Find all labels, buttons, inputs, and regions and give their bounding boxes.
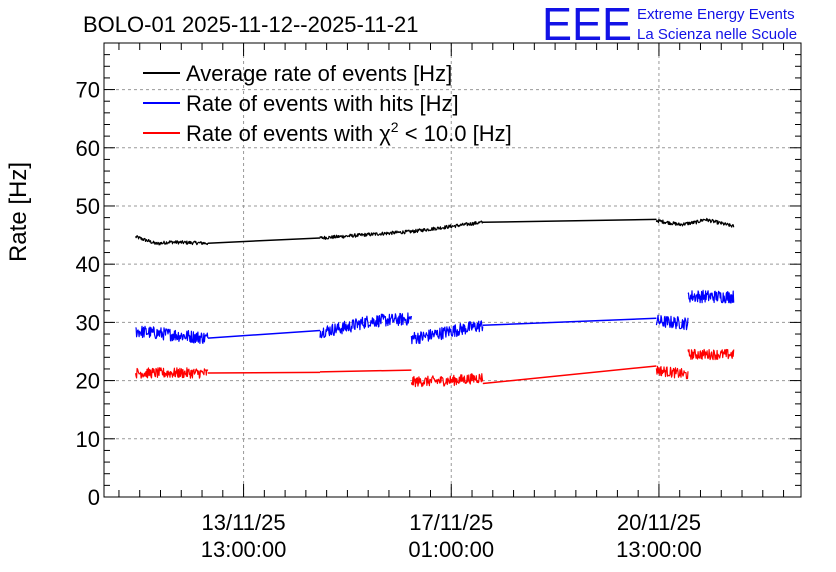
series-2-segment-0 — [135, 367, 209, 379]
y-axis: 0 10 20 30 40 50 60 70 — [76, 42, 801, 510]
y-tick-label: 20 — [76, 369, 100, 394]
series-2-segment-3 — [410, 373, 484, 388]
series-0-segment-2 — [319, 220, 484, 240]
legend-label-hits: Rate of events with hits [Hz] — [186, 91, 459, 116]
series-1-segment-4 — [482, 317, 657, 327]
legend-label-chi2: Rate of events with χ2 < 10.0 [Hz] — [186, 119, 512, 146]
y-tick-label: 60 — [76, 136, 100, 161]
legend: Average rate of events [Hz] Rate of even… — [143, 61, 512, 146]
y-tick-label: 30 — [76, 310, 100, 335]
series-1-segment-0 — [135, 325, 209, 344]
series-1-segment-1 — [207, 329, 321, 339]
plot-frame — [103, 42, 802, 498]
eee-logo: EEE Extreme Energy Events La Scienza nel… — [542, 0, 797, 50]
series-2-segment-5 — [655, 365, 689, 380]
series-0-segment-1 — [207, 237, 321, 244]
y-tick-label: 10 — [76, 427, 100, 452]
series-2-segment-1 — [207, 371, 321, 374]
series-1-segment-6 — [687, 289, 735, 304]
x-tick-label-time: 13:00:00 — [616, 537, 702, 562]
x-tick-label-date: 20/11/25 — [617, 510, 701, 535]
eee-logo-mark: EEE — [542, 0, 632, 50]
series-0 — [135, 217, 735, 246]
x-tick-label-time: 13:00:00 — [201, 537, 287, 562]
y-axis-label: Rate [Hz] — [5, 162, 32, 262]
eee-logo-line2: La Scienza nelle Scuole — [637, 26, 797, 43]
series-1-segment-5 — [655, 314, 689, 331]
y-tick-label: 50 — [76, 194, 100, 219]
legend-chi2-symbol: χ — [379, 121, 391, 146]
series-1 — [135, 289, 735, 345]
series-lines — [135, 217, 735, 388]
y-tick-label: 0 — [88, 485, 100, 510]
series-1-segment-3 — [410, 320, 484, 345]
series-2-segment-4 — [482, 365, 657, 385]
series-1-segment-2 — [319, 312, 412, 339]
series-2-segment-2 — [319, 369, 412, 373]
y-tick-label: 70 — [76, 78, 100, 103]
series-2 — [135, 348, 735, 388]
grid — [104, 43, 801, 497]
legend-label-average: Average rate of events [Hz] — [186, 61, 452, 86]
chart-title: BOLO-01 2025-11-12--2025-11-21 — [83, 12, 419, 37]
series-0-segment-3 — [482, 218, 657, 224]
plot-area-border — [103, 42, 802, 498]
eee-logo-line1: Extreme Energy Events — [637, 6, 795, 23]
x-tick-label-date: 13/11/25 — [202, 510, 286, 535]
series-0-segment-4 — [655, 217, 735, 228]
legend-chi2-prefix: Rate of events with — [186, 121, 379, 146]
legend-chi2-exponent: 2 — [391, 119, 399, 135]
series-0-segment-0 — [135, 235, 209, 246]
series-2-segment-6 — [687, 348, 735, 361]
legend-chi2-suffix: < 10.0 [Hz] — [399, 121, 512, 146]
x-axis: 13/11/2513:00:0017/11/2501:00:0020/11/25… — [118, 43, 785, 562]
x-tick-label-time: 01:00:00 — [408, 537, 494, 562]
y-tick-label: 40 — [76, 252, 100, 277]
x-tick-label-date: 17/11/25 — [409, 510, 493, 535]
